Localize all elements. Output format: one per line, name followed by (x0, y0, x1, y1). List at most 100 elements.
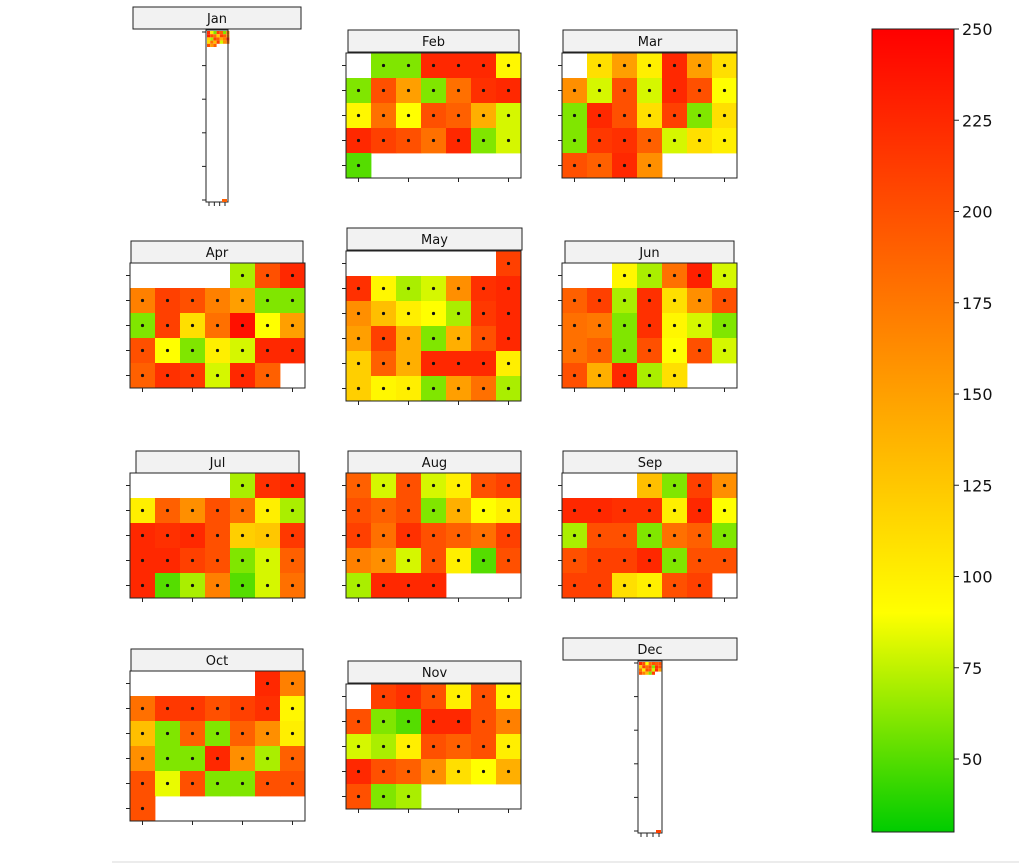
day-marker (290, 756, 295, 761)
day-marker (356, 719, 361, 724)
month-panel-aug: Aug (342, 450, 522, 602)
day-marker (140, 373, 145, 378)
day-marker (165, 373, 170, 378)
day-marker (381, 719, 386, 724)
day-marker (240, 273, 245, 278)
day-marker (240, 348, 245, 353)
day-marker (290, 781, 295, 786)
day-marker (240, 731, 245, 736)
day-marker (381, 386, 386, 391)
panel-frame (637, 660, 663, 834)
day-marker (381, 694, 386, 699)
day-marker (215, 508, 220, 513)
day-marker (647, 273, 652, 278)
day-marker (456, 63, 461, 68)
day-cell (216, 34, 220, 38)
day-marker (597, 533, 602, 538)
day-marker (140, 508, 145, 513)
month-title: Jul (209, 456, 226, 471)
colorbar-tick-label: 100 (962, 568, 993, 587)
day-marker (265, 298, 270, 303)
day-marker (290, 731, 295, 736)
day-marker (647, 533, 652, 538)
day-marker (506, 88, 511, 93)
day-marker (647, 138, 652, 143)
day-marker (597, 298, 602, 303)
day-cell (639, 662, 643, 666)
day-marker (622, 298, 627, 303)
day-marker (381, 583, 386, 588)
day-marker (722, 483, 727, 488)
day-cell (645, 668, 649, 672)
day-marker (381, 336, 386, 341)
day-marker (265, 558, 270, 563)
day-marker (140, 806, 145, 811)
day-marker (647, 373, 652, 378)
day-marker (456, 483, 461, 488)
day-marker (190, 706, 195, 711)
day-marker (722, 113, 727, 118)
day-marker (481, 719, 486, 724)
day-marker (431, 719, 436, 724)
day-marker (165, 756, 170, 761)
colorbar-tick-label: 225 (962, 111, 993, 130)
day-marker (265, 756, 270, 761)
day-cell (207, 31, 211, 35)
day-marker (265, 681, 270, 686)
day-marker (356, 508, 361, 513)
day-cell (645, 662, 649, 666)
day-marker (506, 113, 511, 118)
day-cell (655, 662, 659, 666)
day-marker (356, 533, 361, 538)
day-marker (597, 348, 602, 353)
day-marker (481, 311, 486, 316)
day-marker (431, 113, 436, 118)
day-marker (672, 508, 677, 513)
day-marker (215, 731, 220, 736)
day-marker (672, 298, 677, 303)
day-marker (506, 386, 511, 391)
day-marker (215, 781, 220, 786)
day-marker (431, 88, 436, 93)
day-marker (506, 336, 511, 341)
month-title: Sep (638, 456, 663, 471)
day-marker (597, 113, 602, 118)
day-cell (648, 662, 652, 666)
day-cell (213, 37, 217, 41)
day-marker (406, 63, 411, 68)
day-marker (506, 483, 511, 488)
day-cell (219, 31, 223, 35)
day-marker (647, 558, 652, 563)
day-marker (240, 373, 245, 378)
day-marker (572, 508, 577, 513)
panel-frame (129, 670, 306, 822)
month-panel-apr: Apr (126, 240, 306, 392)
day-cell (658, 662, 662, 666)
day-marker (190, 781, 195, 786)
day-cell (656, 830, 661, 833)
day-marker (381, 361, 386, 366)
day-marker (456, 138, 461, 143)
day-marker (647, 63, 652, 68)
day-marker (456, 508, 461, 513)
day-marker (722, 138, 727, 143)
day-marker (356, 583, 361, 588)
day-marker (140, 533, 145, 538)
day-marker (697, 583, 702, 588)
day-marker (506, 533, 511, 538)
day-marker (722, 63, 727, 68)
day-marker (481, 558, 486, 563)
day-cell (207, 34, 211, 38)
day-marker (672, 63, 677, 68)
day-marker (190, 323, 195, 328)
day-marker (265, 731, 270, 736)
day-marker (240, 583, 245, 588)
day-marker (406, 583, 411, 588)
day-cell (223, 37, 227, 41)
day-marker (406, 88, 411, 93)
day-marker (406, 286, 411, 291)
month-panel-jun: Jun (558, 240, 738, 392)
day-marker (215, 323, 220, 328)
day-marker (481, 769, 486, 774)
day-marker (647, 508, 652, 513)
